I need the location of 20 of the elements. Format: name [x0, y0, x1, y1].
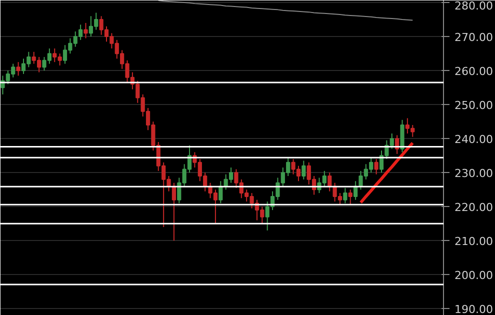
y-tick-label: 270.00 — [454, 31, 493, 44]
candlestick — [302, 160, 306, 180]
y-tick-label: 280.00 — [454, 0, 493, 12]
y-tick-label: 230.00 — [454, 167, 493, 180]
y-tick-label: 200.00 — [454, 269, 493, 282]
y-tick-label: 210.00 — [454, 235, 493, 248]
y-tick-label: 190.00 — [454, 303, 493, 315]
candlestick — [374, 158, 378, 175]
y-tick-label: 260.00 — [454, 65, 493, 78]
candlestick — [84, 22, 88, 39]
y-tick-label: 240.00 — [454, 133, 493, 146]
line-series — [158, 0, 414, 21]
y-tick-label: 250.00 — [454, 99, 493, 112]
y-tick-label: 220.00 — [454, 201, 493, 214]
candlestick — [348, 189, 352, 206]
line-series — [359, 142, 414, 204]
candlestick — [400, 119, 404, 153]
candlestick — [343, 187, 348, 204]
candlestick — [218, 180, 223, 204]
candlestick — [16, 62, 20, 76]
